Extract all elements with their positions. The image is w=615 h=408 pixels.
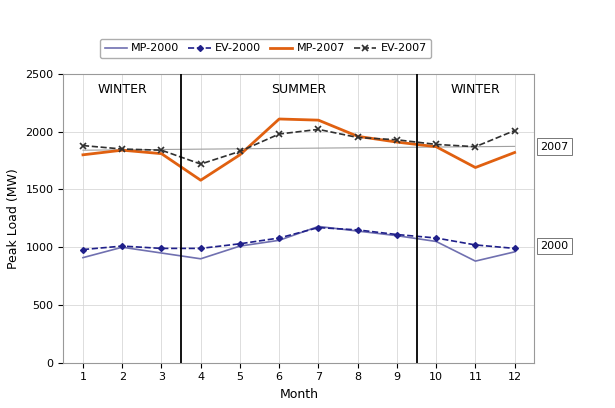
Legend: MP-2000, EV-2000, MP-2007, EV-2007: MP-2000, EV-2000, MP-2007, EV-2007: [100, 39, 432, 58]
X-axis label: Month: Month: [279, 388, 319, 401]
Text: SUMMER: SUMMER: [271, 83, 327, 96]
Text: WINTER: WINTER: [97, 83, 147, 96]
Text: 2000: 2000: [541, 241, 568, 251]
Text: WINTER: WINTER: [451, 83, 500, 96]
Y-axis label: Peak Load (MW): Peak Load (MW): [7, 168, 20, 269]
Text: 2007: 2007: [541, 142, 569, 152]
